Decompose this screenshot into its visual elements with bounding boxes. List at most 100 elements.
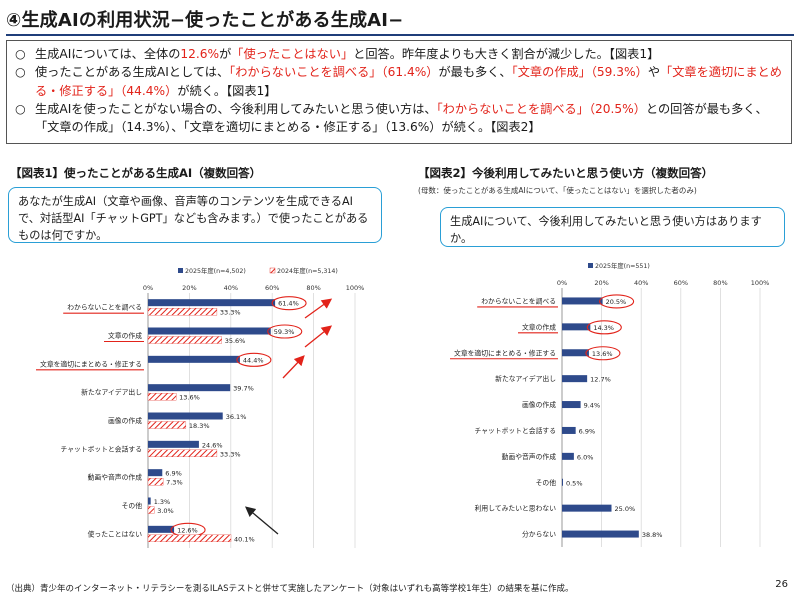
figure1-question: あなたが生成AI（文章や画像、音声等のコンテンツを生成できるAIで、対話型AI「… (8, 187, 382, 243)
category-label: 文章を適切にまとめる・修正する (454, 348, 556, 357)
summary-segment: 生成AIについては、全体の (35, 47, 181, 61)
bar (148, 355, 240, 363)
x-tick-label: 40% (224, 284, 238, 292)
data-label: 33.3% (220, 450, 241, 458)
data-label: 61.4% (278, 300, 299, 308)
legend-label: 2025年度(n=551) (595, 261, 650, 270)
summary-text-1: 生成AIについては、全体の12.6%が「使ったことはない」と回答。昨年度よりも大… (35, 45, 783, 63)
page-title: ④生成AIの利用状況−使ったことがある生成AI− (6, 10, 404, 31)
bar (148, 384, 231, 392)
data-label: 38.8% (642, 531, 663, 539)
bar (147, 478, 164, 486)
data-label: 18.3% (189, 422, 210, 430)
bullet-mark: ○ (15, 65, 26, 80)
category-label: その他 (536, 478, 557, 487)
bar (148, 299, 276, 307)
x-tick-label: 80% (306, 284, 320, 292)
data-label: 24.6% (202, 441, 223, 449)
summary-segment: 生成AIを使ったことがない場合の、今後利用してみたいと思う使い方は、 (35, 101, 437, 116)
summary-bullet-3: ○ 生成AIを使ったことがない場合の、今後利用してみたいと思う使い方は、「わから… (15, 100, 783, 137)
data-label: 0.5% (566, 479, 583, 487)
bar (147, 336, 222, 344)
category-label: 分からない (522, 530, 556, 539)
summary-segment: が最も多く、 (438, 65, 512, 80)
summary-segment: 「文章の作成」（59.3%） (511, 65, 648, 80)
bar (562, 504, 612, 512)
bar (147, 506, 155, 514)
decrease-arrow (245, 506, 279, 535)
data-label: 35.6% (225, 337, 246, 345)
category-label: 新たなアイデア出し (495, 374, 556, 383)
bar (562, 349, 589, 357)
x-tick-label: 40% (634, 279, 648, 287)
x-tick-label: 100% (751, 279, 770, 287)
page-number: 26 (775, 579, 788, 590)
data-label: 12.7% (590, 376, 611, 384)
data-label: 12.6% (177, 526, 198, 534)
figure2-title: 【図表2】今後利用してみたいと思う使い方（複数回答） (418, 166, 714, 180)
x-tick-label: 0% (143, 284, 153, 292)
summary-segment: と回答。昨年度よりも大きく割合が減少した。【図表1】 (353, 47, 660, 61)
x-tick-label: 100% (346, 284, 365, 292)
category-label: 文章の作成 (108, 331, 142, 340)
data-label: 44.4% (243, 356, 264, 364)
bar (148, 469, 163, 477)
bar (148, 412, 223, 420)
data-label: 14.3% (593, 324, 614, 332)
bar (562, 401, 581, 409)
category-label: 文章を適切にまとめる・修正する (40, 359, 142, 368)
bar (562, 323, 591, 331)
data-label: 13.6% (179, 394, 200, 402)
bar (562, 452, 574, 460)
highlight-circle (267, 324, 303, 339)
summary-bullet-2: ○ 使ったことがある生成AIとしては、「わからないことを調べる」（61.4%）が… (15, 63, 783, 100)
title-underline (6, 34, 794, 36)
data-label: 39.7% (233, 385, 254, 393)
increase-arrow (304, 298, 333, 319)
data-label: 59.3% (274, 328, 295, 336)
bar (147, 308, 218, 316)
highlight-circle (599, 294, 635, 309)
figure2-note: (母数：使ったことがある生成AIについて、「使ったことはない」を選択した者のみ) (418, 186, 697, 195)
summary-bullet-1: ○ 生成AIについては、全体の12.6%が「使ったことはない」と回答。昨年度より… (15, 45, 783, 63)
data-label: 9.4% (584, 402, 601, 410)
legend-swatch (588, 263, 593, 268)
summary-segment: が続く。【図表1】 (177, 83, 277, 98)
category-label: わからないことを調べる (481, 296, 556, 305)
category-label: 動画や音声の作成 (88, 473, 143, 482)
bar (148, 497, 151, 505)
summary-segment: 使ったことがある生成AIとしては、 (35, 65, 230, 80)
data-label: 6.9% (579, 427, 596, 435)
category-label: 文章の作成 (522, 322, 556, 331)
bar (147, 449, 218, 457)
summary-text-2: 使ったことがある生成AIとしては、「わからないことを調べる」（61.4%）が最も… (35, 63, 783, 100)
data-label: 6.0% (577, 453, 594, 461)
category-label: その他 (122, 501, 143, 510)
data-label: 33.3% (220, 309, 241, 317)
bar (562, 478, 563, 486)
summary-segment: 「わからないことを調べる」（61.4%） (229, 65, 439, 80)
category-label: 新たなアイデア出し (81, 388, 142, 397)
legend-label: 2025年度(n=4,502) (185, 266, 246, 275)
bar (147, 393, 177, 401)
highlight-circle (271, 296, 307, 311)
data-label: 13.6% (592, 350, 613, 358)
category-label: 使ったことはない (88, 529, 143, 538)
data-label: 7.3% (166, 479, 183, 487)
legend-label: 2024年度(n=5,314) (277, 266, 338, 275)
category-label: チャットボットと会話する (61, 444, 143, 453)
summary-box: ○ 生成AIについては、全体の12.6%が「使ったことはない」と回答。昨年度より… (6, 40, 792, 144)
summary-segment: 12.6% (180, 47, 220, 61)
category-label: 利用してみたいと思わない (475, 504, 557, 513)
summary-text-3: 生成AIを使ったことがない場合の、今後利用してみたいと思う使い方は、「わからない… (35, 100, 783, 137)
x-tick-label: 60% (674, 279, 688, 287)
category-label: 画像の作成 (522, 400, 556, 409)
category-label: 動画や音声の作成 (502, 452, 557, 461)
bar (147, 421, 187, 429)
highlight-circle (585, 346, 621, 361)
x-tick-label: 0% (557, 279, 567, 287)
summary-segment: が (219, 47, 232, 61)
bar (562, 426, 576, 434)
